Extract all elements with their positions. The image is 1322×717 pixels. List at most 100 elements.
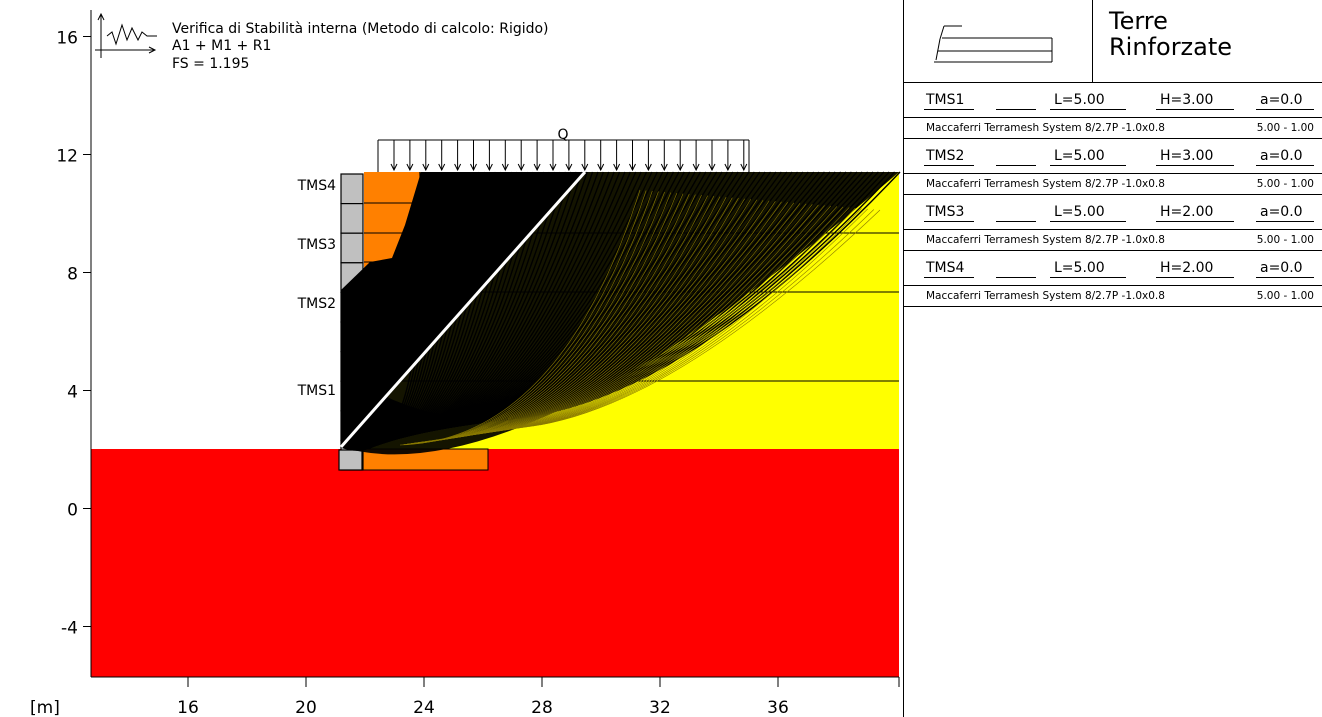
slip-surface-trace — [421, 192, 678, 443]
panel-title: Terre Rinforzate — [1109, 8, 1232, 60]
layer-height: H=3.00 — [1160, 148, 1214, 164]
slip-surface-trace — [539, 209, 881, 426]
slip-surface-trace — [443, 196, 715, 440]
slip-surface-trace — [532, 208, 868, 427]
slip-surface-trace — [450, 197, 727, 439]
slip-surface-trace — [486, 202, 788, 433]
plot-frame — [90, 10, 900, 687]
reinforcement-product-row: Maccaferri Terramesh System 8/2.7P -1.0x… — [904, 286, 1322, 307]
slip-surface-trace — [432, 194, 696, 441]
layer-angle: a=0.0 — [1260, 148, 1303, 164]
combination-label: A1 + M1 + R1 — [172, 38, 271, 54]
reinforcement-product-row: Maccaferri Terramesh System 8/2.7P -1.0x… — [904, 174, 1322, 195]
slip-surface-trace — [471, 200, 764, 436]
slip-surface-trace — [464, 199, 752, 437]
slip-surface-trace — [496, 203, 807, 432]
slip-surface-trace — [489, 202, 795, 433]
reinforcement-row: TMS4 L=5.00 H=2.00 a=0.0 — [904, 251, 1322, 286]
y-tick-label: -4 — [61, 619, 78, 639]
load-label: Q — [557, 127, 568, 143]
reinforcement-product-row: Maccaferri Terramesh System 8/2.7P -1.0x… — [904, 118, 1322, 139]
surcharge-load — [377, 139, 750, 172]
reinforcement-product-row: Maccaferri Terramesh System 8/2.7P -1.0x… — [904, 230, 1322, 251]
safety-factor: FS = 1.195 — [172, 56, 249, 72]
slip-surface-trace — [511, 205, 831, 430]
layer-name: TMS4 — [926, 260, 965, 276]
x-tick-label: 20 — [295, 698, 317, 717]
slip-surface-trace — [410, 191, 659, 444]
slip-surface-trace — [460, 198, 745, 437]
slip-surface-trace — [446, 196, 721, 439]
reinforcement-row: TMS3 L=5.00 H=2.00 a=0.0 — [904, 195, 1322, 230]
analysis-title: Verifica di Stabilità interna (Metodo di… — [172, 21, 549, 37]
layer-height: H=3.00 — [1160, 92, 1214, 108]
x-tick-label: 36 — [767, 698, 789, 717]
layer-length: L=5.00 — [1054, 148, 1105, 164]
slip-surface-trace — [478, 201, 776, 435]
slip-surface-trace — [475, 200, 770, 435]
reinforcement-row: TMS1 L=5.00 H=3.00 a=0.0 — [904, 83, 1322, 118]
legend-panel: Terre Rinforzate TMS1 L=5.00 H=3.00 a=0.0 Ma… — [903, 0, 1322, 717]
slip-surface-trace — [453, 197, 733, 438]
y-axis: 16 12 8 4 0 -4 — [56, 29, 91, 639]
layer-label-tms4: TMS4 — [297, 178, 337, 194]
foundation-soil — [91, 449, 899, 677]
slip-surface-trace — [493, 203, 801, 432]
layer-name: TMS3 — [926, 204, 965, 220]
layer-height: H=2.00 — [1160, 204, 1214, 220]
header-divider — [1092, 0, 1093, 82]
product-name: Maccaferri Terramesh System 8/2.7P -1.0x… — [926, 290, 1165, 302]
slip-surface-trace — [482, 201, 782, 434]
panel-title-line1: Terre — [1109, 7, 1168, 35]
slip-surface-trace — [439, 195, 708, 440]
y-tick-label: 12 — [56, 147, 78, 167]
slip-surface-trace — [507, 205, 825, 430]
reinforced-earth-logo — [934, 25, 1053, 63]
product-dims: 5.00 - 1.00 — [1256, 290, 1314, 302]
slip-surface-trace — [536, 209, 875, 426]
slip-band — [341, 172, 899, 455]
seismic-icon — [95, 12, 157, 58]
y-tick-label: 0 — [67, 501, 78, 521]
facing-block-base — [338, 449, 363, 471]
slip-surface-trace — [504, 204, 819, 431]
critical-slip-line — [339, 171, 587, 448]
slip-surface-trace — [468, 199, 758, 436]
product-name: Maccaferri Terramesh System 8/2.7P -1.0x… — [926, 178, 1165, 190]
slip-surface-trace — [529, 208, 862, 427]
slip-surface-trace — [525, 207, 856, 428]
x-axis: 16 20 24 28 32 36 — [177, 677, 789, 717]
layer-angle: a=0.0 — [1260, 204, 1303, 220]
y-tick-label: 8 — [67, 265, 78, 285]
slip-surface-trace — [457, 198, 739, 438]
layer-angle: a=0.0 — [1260, 260, 1303, 276]
slip-surface-trace — [417, 192, 672, 443]
slip-surface-trace — [518, 206, 844, 429]
layer-length: L=5.00 — [1054, 92, 1105, 108]
layer-angle: a=0.0 — [1260, 92, 1303, 108]
unit-label: [m] — [30, 698, 60, 717]
facing-block — [340, 232, 364, 264]
panel-title-line2: Rinforzate — [1109, 33, 1233, 61]
facing-block — [340, 203, 364, 234]
layer-label-tms2: TMS2 — [297, 296, 336, 312]
product-name: Maccaferri Terramesh System 8/2.7P -1.0x… — [926, 234, 1165, 246]
reinforcement-table: TMS1 L=5.00 H=3.00 a=0.0 Maccaferri Terrames… — [904, 83, 1322, 307]
x-tick-label: 24 — [413, 698, 435, 717]
layer-name: TMS2 — [926, 148, 965, 164]
x-tick-label: 28 — [531, 698, 553, 717]
y-tick-label: 4 — [67, 383, 78, 403]
slip-surface-trace — [425, 193, 684, 442]
y-tick-label: 16 — [56, 29, 78, 49]
slip-surface-trace — [428, 193, 690, 442]
product-name: Maccaferri Terramesh System 8/2.7P -1.0x… — [926, 122, 1165, 134]
layer-name: TMS1 — [926, 92, 965, 108]
layer-height: H=2.00 — [1160, 260, 1214, 276]
facing-block — [340, 173, 364, 205]
layer-label-tms1: TMS1 — [297, 383, 336, 399]
product-dims: 5.00 - 1.00 — [1256, 234, 1314, 246]
slip-surface-trace — [435, 194, 702, 441]
slip-surface-trace — [500, 204, 813, 431]
layer-length: L=5.00 — [1054, 260, 1105, 276]
x-tick-label: 32 — [649, 698, 671, 717]
